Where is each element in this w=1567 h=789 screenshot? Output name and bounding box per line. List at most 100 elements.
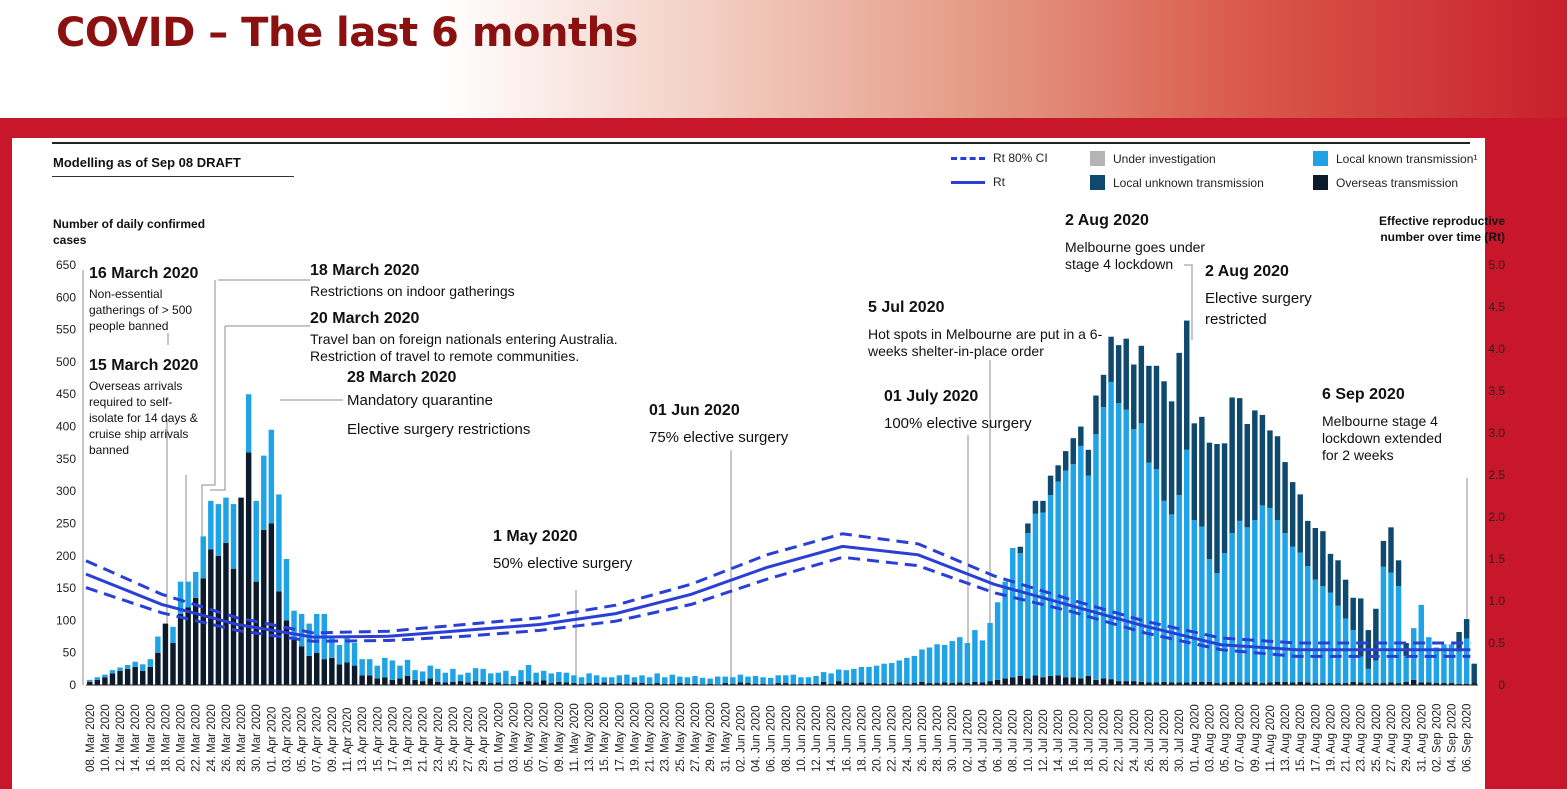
bar-overseas (1025, 678, 1031, 685)
bar-local-unknown (1229, 397, 1235, 534)
bar-overseas (1297, 681, 1303, 685)
bar-local-unknown (1320, 531, 1326, 587)
bar-local-known (366, 659, 373, 676)
bar-overseas (124, 668, 131, 685)
bar-local-known (1062, 470, 1069, 678)
x-tick-label: 19. Apr 2020 (403, 707, 415, 772)
bar-overseas (1358, 682, 1364, 685)
annotation-20-march: 20 March 2020 Travel ban on foreign nati… (310, 310, 618, 364)
top-rule (52, 142, 1470, 144)
bar-overseas (1388, 682, 1394, 685)
x-tick-label: 12. Jul 2020 (1038, 709, 1050, 772)
x-tick-label: 28. Jul 2020 (1159, 709, 1171, 772)
bar-overseas (329, 657, 335, 685)
bar-local-known (1206, 559, 1213, 682)
bar-overseas (730, 683, 736, 685)
bar-local-known (465, 672, 471, 683)
bar-overseas (1335, 683, 1341, 685)
x-tick-label: 03. Apr 2020 (282, 707, 294, 772)
annotation-leader-line (1184, 264, 1193, 340)
bar-local-known (1388, 572, 1394, 683)
bar-overseas (533, 682, 539, 685)
bar-overseas (783, 683, 789, 685)
bar-local-unknown (1078, 426, 1084, 446)
x-tick-label: 07. Apr 2020 (312, 707, 324, 772)
annotation-leader-line (210, 326, 226, 491)
bar-local-known (1327, 592, 1334, 684)
bar-local-known (1433, 647, 1440, 684)
bar-local-known (699, 677, 706, 685)
bar-local-known (926, 647, 933, 684)
bar-local-unknown (1131, 364, 1137, 430)
bar-local-known (208, 500, 214, 550)
bar-local-known (1448, 644, 1455, 684)
bar-local-known (147, 659, 154, 667)
x-tick-label: 25. Aug 2020 (1371, 704, 1383, 772)
x-tick-label: 24. Jun 2020 (902, 705, 914, 772)
bar-overseas (1418, 682, 1424, 685)
bar-local-unknown (1184, 320, 1190, 450)
x-tick-label: 18. Mar 2020 (160, 704, 172, 772)
x-tick-label: 21. Aug 2020 (1341, 704, 1353, 772)
bar-local-known (1274, 520, 1281, 682)
bar-local-known (881, 663, 887, 684)
x-tick-label: 25. Apr 2020 (448, 707, 460, 772)
bar-overseas (480, 681, 486, 685)
bar-local-known (1358, 656, 1364, 683)
bar-local-known (230, 504, 237, 569)
annotation-5-jul: 5 Jul 2020 Hot spots in Melbourne are pu… (868, 299, 1103, 359)
bar-local-unknown (1289, 482, 1296, 547)
bar-overseas (518, 681, 524, 685)
bar-local-known (1297, 552, 1303, 682)
bar-overseas (1017, 675, 1024, 685)
bar-overseas (1252, 681, 1258, 685)
bar-overseas (298, 646, 305, 685)
x-tick-label: 14. Mar 2020 (130, 704, 142, 772)
bar-local-known (873, 665, 880, 684)
bar-overseas (722, 683, 728, 685)
bar-local-known (268, 429, 275, 524)
bar-local-unknown (1335, 560, 1341, 606)
bar-local-known (382, 657, 388, 678)
y2-tick-label: 5.0 (1488, 258, 1505, 272)
bar-local-unknown (1350, 597, 1356, 631)
bar-local-known (1100, 407, 1107, 679)
x-tick-label: 28. Jun 2020 (932, 705, 944, 772)
bar-overseas (503, 683, 509, 685)
bar-overseas (1176, 682, 1182, 685)
bar-overseas (450, 681, 456, 685)
bar-overseas (1380, 683, 1387, 685)
bar-overseas (1010, 677, 1016, 685)
bar-local-known (1085, 475, 1092, 676)
bar-local-known (117, 667, 123, 671)
bar-local-known (654, 673, 660, 684)
bar-local-known (858, 666, 865, 683)
bar-overseas (1395, 683, 1402, 685)
x-tick-label: 06. Jul 2020 (993, 709, 1005, 772)
bar-local-known (1259, 505, 1266, 684)
y2-tick-label: 3.0 (1488, 426, 1505, 440)
bar-local-known (94, 677, 101, 680)
bar-overseas (858, 682, 865, 685)
bar-local-known (1199, 526, 1205, 682)
y2-tick-label: 1.0 (1488, 594, 1505, 608)
x-tick-label: 29. Aug 2020 (1401, 704, 1413, 772)
bar-overseas (639, 683, 645, 685)
bar-local-unknown (1093, 395, 1099, 435)
bar-local-known (639, 675, 645, 684)
bar-local-known (540, 670, 547, 681)
bar-overseas (1320, 683, 1326, 685)
bar-local-known (820, 672, 827, 682)
bar-overseas (843, 683, 850, 685)
bar-overseas (881, 683, 887, 685)
x-tick-label: 05. Aug 2020 (1220, 704, 1232, 772)
bar-local-unknown (1161, 381, 1167, 501)
x-tick-label: 05. Apr 2020 (297, 707, 309, 772)
y2-tick-label: 2.0 (1488, 510, 1505, 524)
bar-overseas (389, 679, 396, 685)
annotation-6-sep: 6 Sep 2020 Melbourne stage 4 lockdown ex… (1322, 386, 1442, 463)
bar-overseas (609, 683, 615, 685)
y-tick-label: 650 (56, 258, 76, 272)
y-axis-title: Number of daily confirmed cases (53, 217, 206, 247)
bar-overseas (510, 683, 517, 685)
